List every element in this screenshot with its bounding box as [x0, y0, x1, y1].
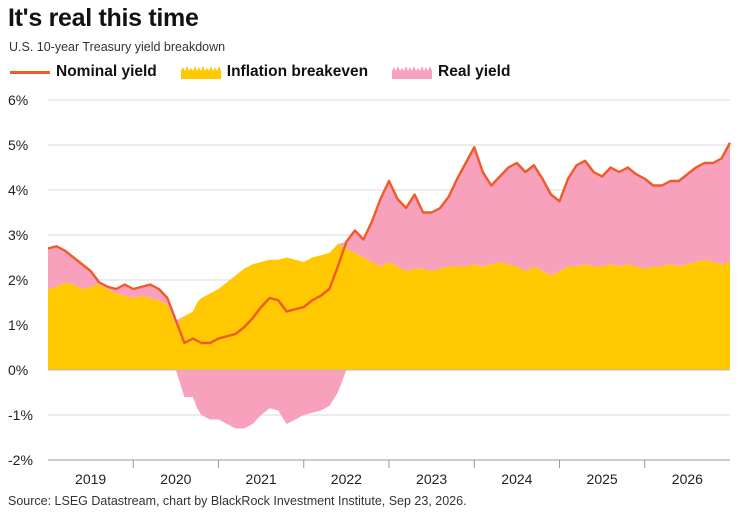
y-tick-label: -2% [8, 452, 33, 468]
chart-source: Source: LSEG Datastream, chart by BlackR… [8, 494, 467, 508]
legend-label-breakeven: Inflation breakeven [226, 63, 369, 80]
legend-item-nominal: Nominal yield [10, 63, 157, 81]
legend-item-real: Real yield [392, 63, 510, 81]
x-tick-label: 2020 [160, 471, 191, 487]
legend-item-breakeven: Inflation breakeven [180, 63, 369, 81]
legend: Nominal yield Inflation breakeven Real y… [10, 61, 534, 83]
legend-label-nominal: Nominal yield [56, 63, 157, 80]
chart-plot: 6% 5% 4% 3% 2% 1% 0% -1% -2% 2019 2020 2021 2022 2023… [8, 92, 732, 487]
series-real-area-positive [48, 142, 730, 325]
y-tick-label: 6% [8, 92, 28, 108]
series-real-area-negative [48, 370, 730, 429]
series-nominal-line [47, 142, 732, 345]
chart-title: It's real this time [8, 4, 199, 32]
x-tick-label: 2025 [587, 471, 618, 487]
y-tick-label: -1% [8, 407, 33, 423]
x-tick-label: 2023 [416, 471, 447, 487]
y-tick-label: 3% [8, 227, 28, 243]
chart-subtitle: U.S. 10-year Treasury yield breakdown [9, 40, 226, 54]
legend-swatch-nominal [10, 70, 50, 74]
x-tick-label: 2022 [331, 471, 362, 487]
x-tick-label: 2024 [501, 471, 532, 487]
legend-swatch-real [392, 66, 433, 79]
y-tick-label: 0% [8, 362, 28, 378]
legend-swatch-breakeven [180, 66, 221, 79]
y-tick-label: 4% [8, 182, 28, 198]
x-tick-label: 2021 [246, 471, 277, 487]
legend-label-real: Real yield [438, 63, 511, 80]
y-tick-label: 2% [8, 272, 28, 288]
y-tick-label: 1% [8, 317, 28, 333]
y-tick-label: 5% [8, 137, 28, 153]
x-tick-label: 2019 [75, 471, 106, 487]
x-tick-label: 2026 [672, 471, 703, 487]
